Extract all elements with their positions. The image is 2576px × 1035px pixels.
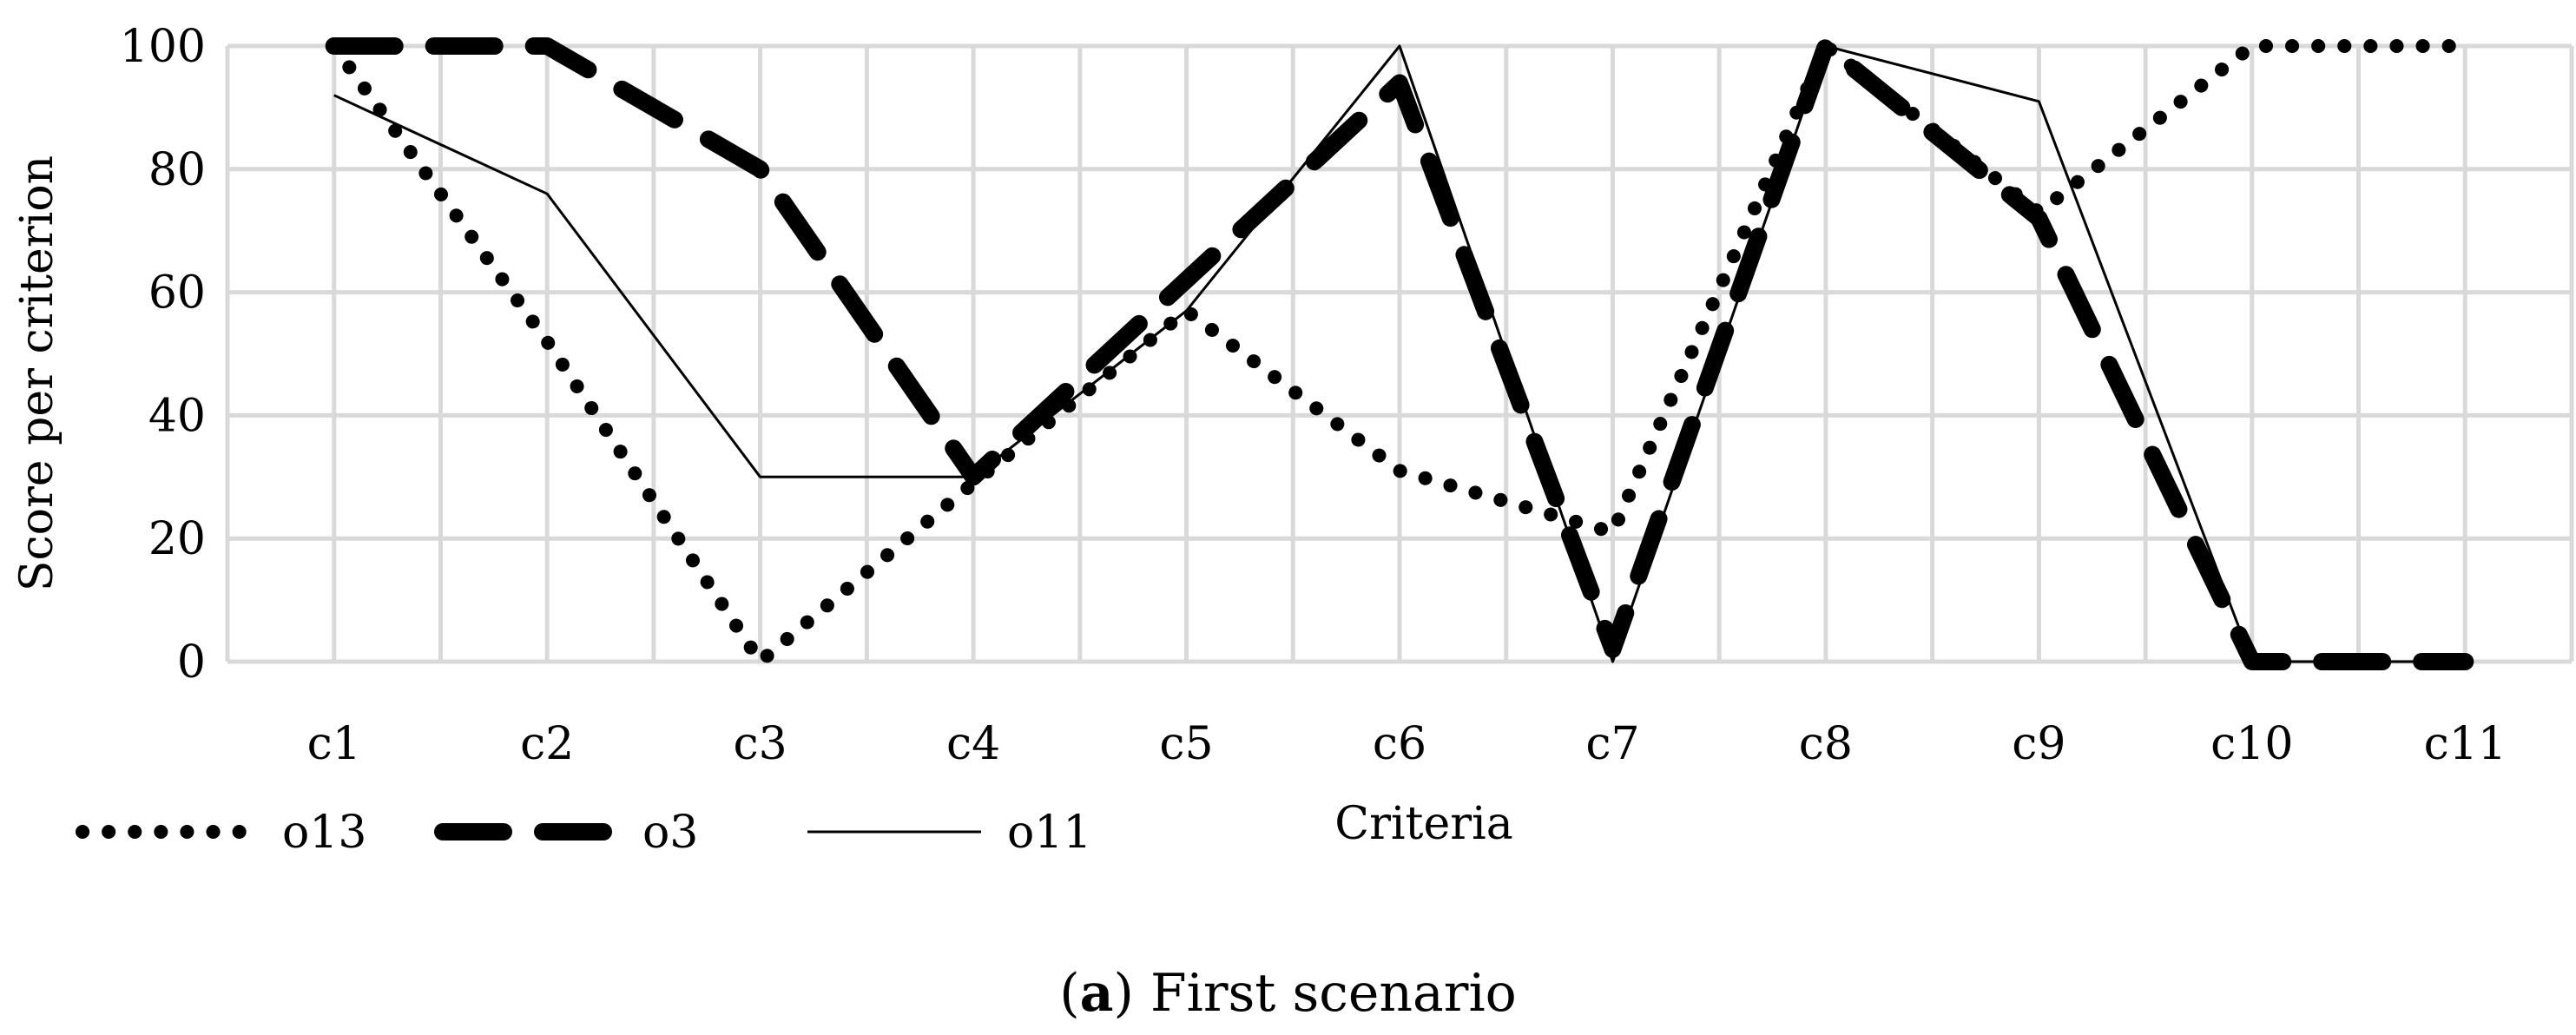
legend-label-o13: o13 bbox=[282, 807, 366, 859]
legend-label-o11: o11 bbox=[1007, 807, 1091, 859]
x-tick-label: c10 bbox=[2210, 718, 2293, 770]
y-tick-label: 40 bbox=[148, 390, 206, 442]
x-tick-label: c3 bbox=[734, 718, 787, 770]
x-tick-label: c5 bbox=[1159, 718, 1213, 770]
y-axis-title: Score per criterion bbox=[11, 155, 63, 591]
x-tick-label: c8 bbox=[1799, 718, 1853, 770]
y-tick-label: 0 bbox=[177, 636, 206, 689]
x-tick-label: c7 bbox=[1585, 718, 1639, 770]
series-line-o11 bbox=[333, 44, 2466, 663]
x-tick-label: c6 bbox=[1373, 718, 1426, 770]
x-axis-title: Criteria bbox=[1334, 798, 1512, 850]
legend-label-o3: o3 bbox=[642, 807, 698, 859]
y-tick-label: 80 bbox=[148, 144, 206, 196]
y-tick-label: 60 bbox=[148, 267, 206, 320]
line-chart: 0 20 40 60 80 100 c1 c2 c3 c4 c5 c6 c7 c8 c9 c10 c11 Sco… bbox=[11, 21, 2574, 859]
legend: o13 o3 o11 bbox=[76, 807, 1091, 859]
series-lines bbox=[325, 37, 2474, 670]
x-tick-label: c2 bbox=[520, 718, 574, 770]
caption-text: First scenario bbox=[1150, 963, 1517, 1024]
y-tick-label: 100 bbox=[120, 21, 206, 73]
figure-caption: (a) First scenario bbox=[1059, 963, 1517, 1024]
x-tick-label: c1 bbox=[307, 718, 361, 770]
series-line-o3 bbox=[325, 37, 2474, 670]
caption-label: a bbox=[1079, 963, 1114, 1024]
x-tick-label: c11 bbox=[2424, 718, 2507, 770]
x-tick-label: c9 bbox=[2012, 718, 2065, 770]
tick-labels: 0 20 40 60 80 100 c1 c2 c3 c4 c5 c6 c7 c8 c9 c10 c11 bbox=[120, 21, 2507, 770]
grid-lines bbox=[225, 43, 2574, 664]
y-tick-label: 20 bbox=[148, 513, 206, 565]
series-line-o13 bbox=[326, 39, 2473, 669]
x-tick-label: c4 bbox=[946, 718, 1000, 770]
